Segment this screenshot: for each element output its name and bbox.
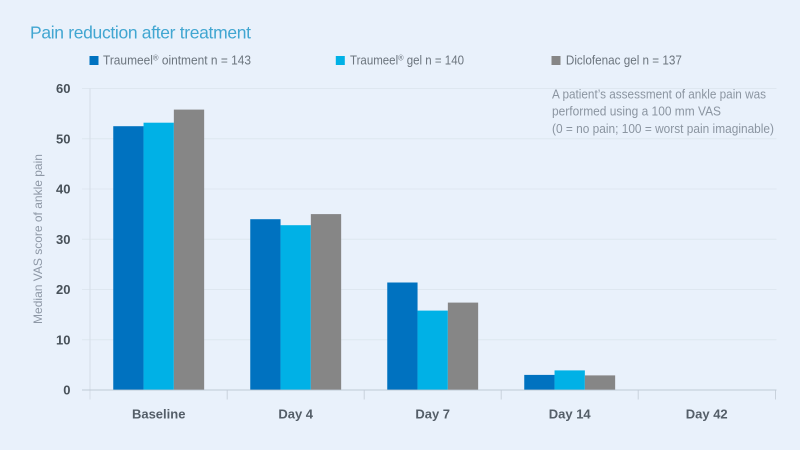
svg-text:0: 0 (63, 383, 70, 398)
svg-text:20: 20 (56, 282, 70, 297)
svg-text:10: 10 (56, 332, 70, 347)
svg-text:Diclofenac gel n = 137: Diclofenac gel n = 137 (566, 53, 682, 67)
svg-text:40: 40 (56, 182, 70, 197)
svg-text:Traumeel® gel n = 140: Traumeel® gel n = 140 (350, 53, 464, 67)
svg-text:Median VAS score of ankle pain: Median VAS score of ankle pain (31, 154, 45, 324)
svg-text:Pain reduction after treatment: Pain reduction after treatment (30, 23, 251, 43)
svg-text:Day 14: Day 14 (549, 406, 592, 421)
svg-text:Traumeel® ointment n = 143: Traumeel® ointment n = 143 (103, 53, 251, 67)
svg-text:(0 = no pain; 100 = worst pain: (0 = no pain; 100 = worst pain imaginabl… (552, 122, 774, 136)
svg-text:Day 42: Day 42 (686, 406, 728, 421)
svg-text:A patient’s assessment of ankl: A patient’s assessment of ankle pain was (552, 87, 766, 101)
svg-text:50: 50 (56, 131, 70, 146)
svg-text:Day 7: Day 7 (415, 406, 450, 421)
svg-text:Day 4: Day 4 (278, 406, 313, 421)
svg-text:30: 30 (56, 232, 70, 247)
svg-text:Baseline: Baseline (132, 406, 185, 421)
svg-text:performed using a 100 mm VAS: performed using a 100 mm VAS (552, 105, 721, 119)
svg-text:60: 60 (56, 81, 70, 96)
